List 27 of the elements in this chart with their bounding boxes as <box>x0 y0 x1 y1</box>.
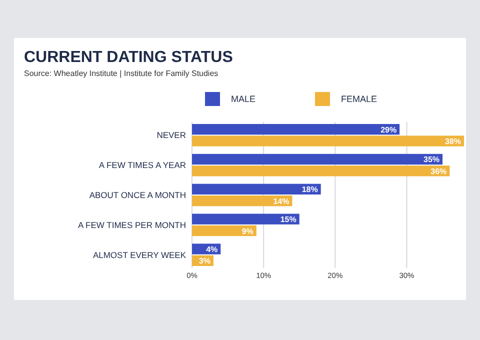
bar <box>192 154 443 165</box>
legend-label: MALE <box>231 94 256 104</box>
chart-title: CURRENT DATING STATUS <box>24 49 234 66</box>
data-label: 9% <box>242 226 254 236</box>
bar <box>192 225 256 236</box>
data-label: 38% <box>444 137 461 146</box>
y-tick-label: A FEW TIMES A YEAR <box>98 160 186 170</box>
y-tick-label: A FEW TIMES PER MONTH <box>78 220 186 230</box>
bar <box>192 136 464 146</box>
bar <box>192 184 321 194</box>
bar <box>192 124 400 135</box>
data-label: 35% <box>424 155 440 164</box>
text: Source: Wheatley Institute | Institute for Family Studies <box>24 69 218 78</box>
data-label: 14% <box>273 196 290 206</box>
bar <box>192 166 450 176</box>
legend-label: FEMALE <box>341 94 378 104</box>
data-label: 3% <box>198 256 210 266</box>
data-label: 18% <box>302 185 318 194</box>
data-label: 15% <box>280 215 296 224</box>
data-label: 29% <box>380 125 397 134</box>
y-tick-label: ALMOST EVERY WEEK <box>92 250 186 260</box>
data-label: 36% <box>430 166 447 176</box>
y-tick-label: ABOUT ONCE A MONTH <box>89 190 186 200</box>
y-tick-label: NEVER <box>156 130 186 140</box>
bar <box>192 196 292 206</box>
bar <box>192 214 300 224</box>
data-label: 4% <box>206 245 218 254</box>
